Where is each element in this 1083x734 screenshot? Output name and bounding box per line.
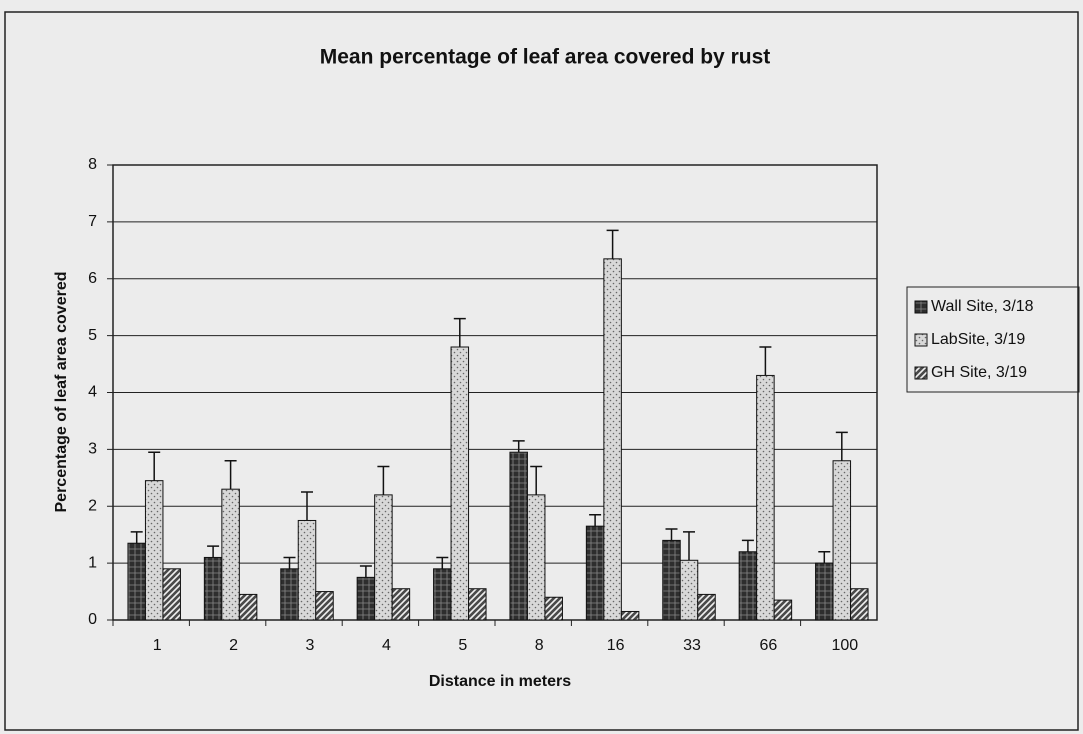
error-bar [530, 465, 543, 495]
legend-label: LabSite, 3/19 [931, 331, 1025, 348]
legend-swatch [914, 366, 928, 380]
error-bar [512, 440, 525, 453]
bar [280, 568, 299, 621]
y-tick-label: 2 [88, 497, 97, 514]
error-bar [818, 551, 831, 564]
error-bar [759, 346, 772, 376]
bar [620, 610, 640, 621]
error-bar [606, 229, 619, 259]
bar [297, 519, 317, 621]
error-bar [453, 317, 466, 347]
x-tick-label: 8 [535, 637, 544, 654]
y-axis-label: Percentage of leaf area covered [53, 271, 70, 512]
x-tick-label: 66 [760, 637, 778, 654]
x-tick-label: 4 [382, 637, 391, 654]
x-tick-label: 16 [607, 637, 625, 654]
bar [238, 593, 258, 621]
bar [356, 576, 376, 621]
y-tick-label: 8 [88, 156, 97, 173]
bar [509, 451, 528, 621]
bar [374, 494, 393, 621]
y-tick-label: 3 [88, 441, 97, 458]
y-tick-label: 4 [88, 384, 97, 401]
error-bar [835, 431, 848, 461]
error-bar [589, 514, 602, 527]
legend-swatch [914, 333, 928, 347]
bar [697, 593, 716, 621]
chart-frame [4, 11, 1079, 731]
error-bar [207, 545, 220, 558]
bar [850, 588, 869, 621]
bar [585, 525, 605, 621]
y-tick-label: 5 [88, 327, 97, 344]
x-tick-label: 3 [306, 637, 315, 654]
error-bar [377, 465, 390, 495]
legend-swatch [914, 300, 928, 314]
x-tick-label: 5 [458, 637, 467, 654]
bar [526, 494, 546, 621]
error-bar [359, 565, 372, 578]
bar [756, 374, 775, 621]
bar [832, 460, 852, 621]
bar [433, 568, 452, 621]
error-bar [665, 528, 678, 541]
bar [203, 556, 223, 621]
x-tick-label: 1 [153, 637, 162, 654]
bar [773, 599, 793, 621]
bar [815, 562, 834, 621]
bar [662, 539, 681, 621]
chart-title: Mean percentage of leaf area covered by … [320, 46, 771, 69]
error-bar [148, 451, 161, 481]
error-bar [741, 539, 754, 552]
y-tick-label: 6 [88, 270, 97, 287]
x-tick-label: 2 [229, 637, 238, 654]
legend-box [906, 286, 1080, 393]
bar [144, 480, 164, 621]
error-bar [301, 491, 313, 521]
bar [544, 596, 563, 621]
legend-label: GH Site, 3/19 [931, 364, 1027, 381]
y-tick-label: 7 [88, 213, 97, 230]
x-axis-label: Distance in meters [429, 673, 571, 690]
bar [603, 258, 622, 621]
error-bar [436, 556, 449, 569]
y-tick-label: 0 [88, 611, 97, 628]
bar [162, 568, 181, 621]
bar [391, 588, 411, 621]
x-tick-label: 100 [831, 637, 858, 654]
bar [450, 346, 470, 621]
bar [221, 488, 240, 621]
bar [679, 559, 699, 621]
error-bar [283, 556, 296, 569]
bar [738, 551, 758, 621]
error-bar [130, 531, 143, 544]
y-tick-label: 1 [88, 554, 97, 571]
bar [315, 591, 334, 621]
bar [127, 542, 146, 621]
x-tick-label: 33 [683, 637, 701, 654]
error-bar [683, 531, 695, 561]
error-bar [224, 460, 237, 490]
bar [468, 588, 487, 621]
legend-label: Wall Site, 3/18 [931, 298, 1034, 315]
